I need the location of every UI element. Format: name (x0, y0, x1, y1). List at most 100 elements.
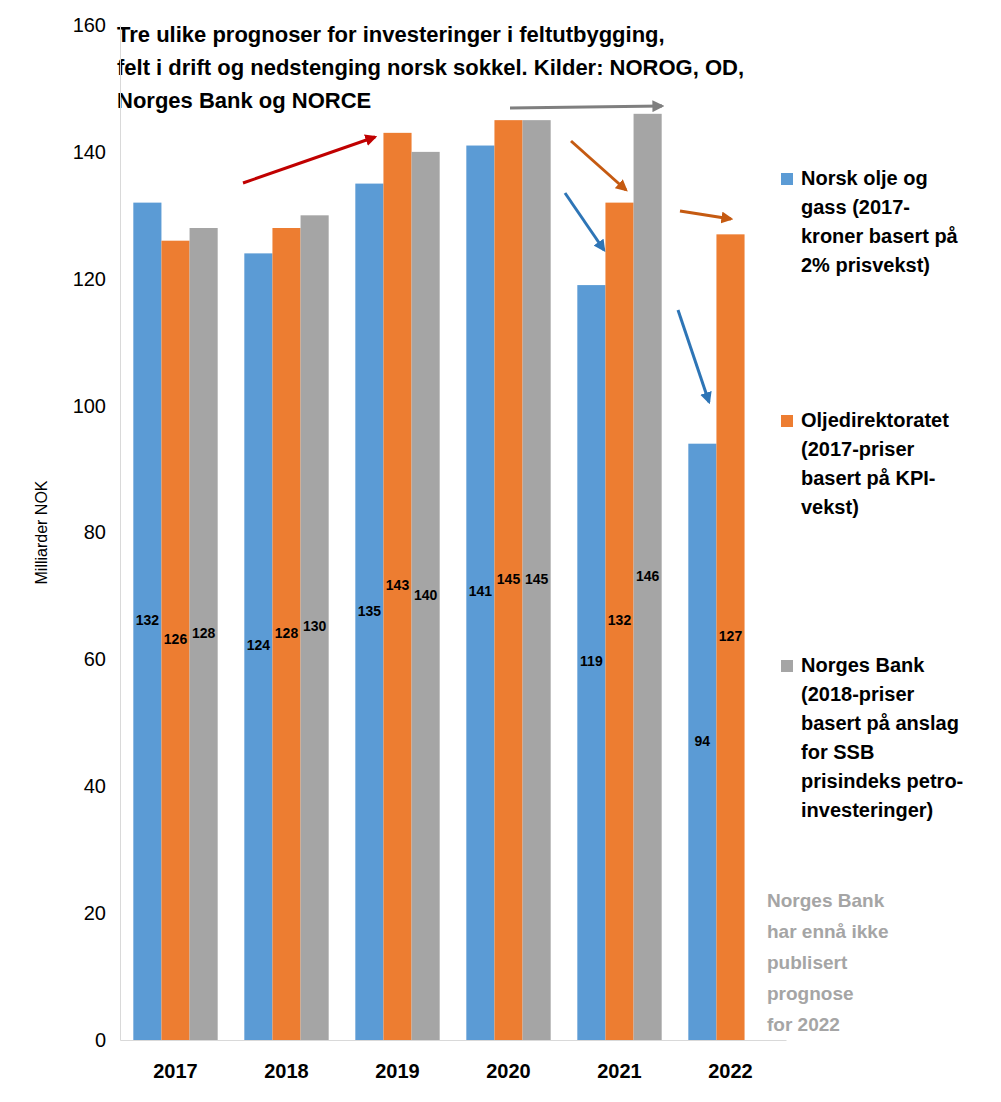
data-label: 132 (136, 612, 160, 628)
data-label: 141 (469, 583, 493, 599)
data-label: 140 (414, 587, 438, 603)
bar (161, 241, 189, 1040)
bar (716, 234, 744, 1040)
x-axis: 2017 2018 2019 2020 2021 2022 (121, 1040, 787, 1082)
x-tick: 2019 (375, 1040, 420, 1082)
text-line: gass (2017- (801, 196, 910, 218)
bar (577, 285, 605, 1040)
arrows (243, 106, 731, 402)
y-axis-line (120, 26, 121, 1041)
bar (272, 228, 300, 1040)
x-tick: 2017 (153, 1040, 198, 1082)
data-label: 94 (695, 733, 711, 749)
bar (355, 184, 383, 1040)
y-tick: 100 (73, 395, 120, 417)
bar (244, 253, 272, 1040)
text-line: for 2022 (767, 1014, 840, 1035)
data-label: 127 (719, 628, 743, 644)
arrow (680, 211, 731, 219)
data-label: 128 (275, 625, 299, 641)
text-line: investeringer) (801, 799, 933, 821)
data-label: 128 (192, 625, 216, 641)
text-line: for SSB (801, 741, 874, 763)
data-label: 135 (358, 603, 382, 619)
text-line: 2% prisvekst) (801, 254, 930, 276)
bar (634, 114, 662, 1040)
legend-label: Norges Bank (2018-priser basert på anslag f… (801, 654, 963, 821)
data-label: 124 (247, 637, 271, 653)
text-line: basert på anslag (801, 712, 959, 734)
bars (133, 114, 744, 1040)
data-label: 143 (386, 577, 410, 593)
text-line: Norges Bank og NORCE (117, 88, 371, 113)
x-tick-label: 2022 (708, 1060, 753, 1082)
legend-label: Oljedirektoratet (2017-priser basert på KP… (801, 409, 949, 518)
text-line: Norges Bank (767, 890, 885, 911)
x-tick-label: 2020 (486, 1060, 531, 1082)
text-line: kroner basert på (801, 225, 959, 247)
text-line: (2017-priser (801, 438, 915, 460)
chart: Tre ulike prognoser for investeringer i … (0, 0, 1001, 1102)
text-line: basert på KPI- (801, 467, 935, 489)
bar (412, 152, 440, 1040)
y-tick: 60 (84, 648, 120, 670)
bar (523, 120, 551, 1040)
text-line: har ennå ikke (767, 921, 888, 942)
text-line: Tre ulike prognoser for investeringer i … (117, 22, 665, 47)
text-line: publisert (767, 952, 848, 973)
legend-swatch (781, 415, 793, 427)
data-label: 119 (580, 653, 603, 669)
x-tick-label: 2021 (597, 1060, 642, 1082)
bar (190, 228, 218, 1040)
x-tick: 2018 (264, 1040, 309, 1082)
text-line: vekst) (801, 496, 859, 518)
x-tick-label: 2018 (264, 1060, 309, 1082)
text-line: Oljedirektoratet (801, 409, 949, 431)
data-label: 130 (303, 618, 327, 634)
bar (133, 203, 161, 1040)
y-tick: 80 (84, 521, 120, 543)
y-tick-label: 140 (73, 141, 106, 163)
data-label: 132 (608, 612, 632, 628)
y-tick: 20 (84, 902, 120, 924)
arrow (243, 137, 375, 183)
data-labels: 1321241351411199412612814314513212712813… (136, 568, 743, 749)
arrow (571, 141, 626, 190)
y-tick-label: 20 (84, 902, 106, 924)
legend-swatch (781, 660, 793, 672)
data-label: 126 (164, 631, 188, 647)
y-tick-label: 160 (73, 14, 106, 36)
arrow (510, 106, 662, 108)
arrow (678, 310, 709, 402)
y-tick: 140 (73, 141, 120, 163)
arrow (565, 193, 604, 250)
x-axis-line (121, 1040, 787, 1041)
y-tick-label: 40 (84, 775, 106, 797)
x-tick: 2022 (708, 1040, 753, 1082)
y-tick: 160 (73, 14, 120, 36)
text-line: Norges Bank (801, 654, 925, 676)
annotation: Norges Bank har ennå ikke publisert prognos… (767, 890, 888, 1035)
text-line: prognose (767, 983, 854, 1004)
bar (605, 203, 633, 1040)
bar (301, 215, 329, 1040)
y-tick: 40 (84, 775, 120, 797)
data-label: 145 (525, 571, 549, 587)
bar (466, 146, 494, 1040)
y-tick-label: 80 (84, 521, 106, 543)
data-label: 145 (497, 571, 521, 587)
data-label: 146 (636, 568, 660, 584)
text-line: Norsk olje og (801, 167, 928, 189)
y-tick-label: 60 (84, 648, 106, 670)
x-tick: 2020 (486, 1040, 531, 1082)
bar (383, 133, 411, 1040)
text-line: (2018-priser (801, 683, 915, 705)
y-tick-label: 120 (73, 268, 106, 290)
legend-label: Norsk olje og gass (2017- kroner basert på… (801, 167, 959, 276)
x-tick-label: 2019 (375, 1060, 420, 1082)
bar (688, 444, 716, 1040)
y-tick: 120 (73, 268, 120, 290)
y-tick-label: 0 (95, 1029, 106, 1051)
y-axis-title: Milliarder NOK (33, 480, 50, 584)
x-tick-label: 2017 (153, 1060, 198, 1082)
